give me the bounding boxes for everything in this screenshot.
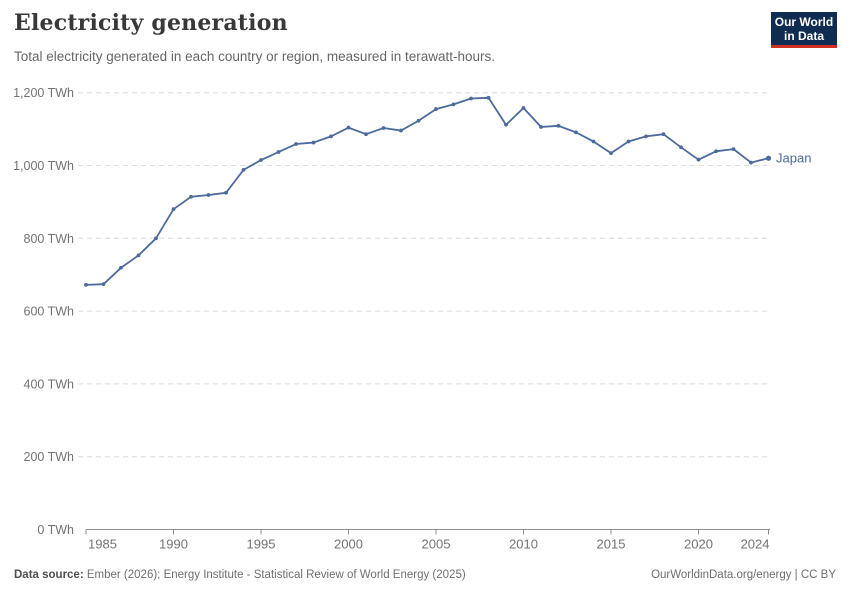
x-axis-tick-label: 1985 (88, 537, 117, 552)
data-point[interactable] (364, 132, 368, 137)
data-point[interactable] (119, 265, 123, 270)
data-point[interactable] (644, 134, 648, 139)
chart-footer: Data source: Ember (2026); Energy Instit… (0, 569, 850, 581)
data-point[interactable] (504, 122, 508, 127)
data-point[interactable] (189, 194, 193, 199)
page-subtitle: Total electricity generated in each coun… (14, 49, 495, 64)
data-source-label: Data source: (14, 569, 84, 581)
page-title: Electricity generation (14, 10, 288, 36)
data-point[interactable] (84, 282, 88, 287)
data-point[interactable] (749, 160, 753, 165)
data-point[interactable] (521, 106, 526, 110)
series-end-label[interactable]: Japan (776, 151, 811, 166)
y-axis-tick-label: 1,000 TWh (13, 159, 74, 173)
data-point[interactable] (329, 134, 333, 139)
owid-logo[interactable]: Our World in Data (771, 12, 837, 48)
data-point[interactable] (609, 151, 613, 156)
data-point[interactable] (765, 155, 772, 161)
data-point[interactable] (539, 125, 543, 129)
data-source-text: Data source: Ember (2026); Energy Instit… (14, 569, 466, 581)
data-point[interactable] (381, 126, 386, 130)
x-axis-tick-label: 1990 (159, 537, 188, 552)
y-axis-tick-label: 200 TWh (24, 450, 75, 464)
data-point[interactable] (259, 158, 263, 162)
y-axis-tick-label: 800 TWh (24, 232, 75, 246)
data-point[interactable] (556, 123, 561, 128)
data-point[interactable] (434, 107, 438, 111)
data-point[interactable] (574, 130, 578, 135)
data-point[interactable] (171, 207, 176, 212)
owid-logo-line2: in Data (783, 28, 824, 43)
data-point[interactable] (714, 149, 718, 154)
x-axis-tick-label: 2005 (422, 537, 451, 552)
x-axis-tick-label: 2015 (597, 537, 626, 552)
data-point[interactable] (626, 139, 631, 144)
owid-url-license[interactable]: OurWorldinData.org/energy | CC BY (651, 569, 836, 581)
y-axis-tick-label: 400 TWh (24, 377, 75, 391)
data-point[interactable] (136, 253, 141, 258)
data-point[interactable] (154, 236, 158, 241)
data-point[interactable] (469, 96, 473, 101)
data-point[interactable] (241, 167, 246, 172)
owid-logo-line1: Our World (774, 14, 834, 29)
y-axis-tick-label: 0 TWh (37, 523, 74, 537)
data-point[interactable] (731, 147, 736, 152)
data-point[interactable] (294, 142, 298, 146)
data-point[interactable] (346, 125, 351, 130)
data-point[interactable] (696, 157, 701, 162)
x-axis-tick-label: 2010 (509, 537, 538, 552)
data-point[interactable] (206, 193, 211, 197)
y-axis-tick-label: 600 TWh (24, 305, 75, 319)
data-point[interactable] (451, 102, 456, 107)
data-point[interactable] (224, 190, 228, 195)
data-point[interactable] (591, 139, 596, 144)
data-point[interactable] (679, 145, 683, 150)
y-axis-tick-label: 1,200 TWh (13, 86, 74, 100)
data-point[interactable] (276, 150, 281, 154)
x-axis-tick-label: 2024 (741, 537, 770, 552)
x-axis-tick-label: 1995 (247, 537, 276, 552)
data-point[interactable] (101, 282, 106, 287)
x-axis-tick-label: 2000 (334, 537, 363, 552)
data-point[interactable] (661, 132, 666, 137)
data-point[interactable] (399, 128, 403, 133)
data-point[interactable] (486, 95, 491, 100)
x-axis-tick-label: 2020 (684, 537, 713, 552)
series-line-japan[interactable] (85, 96, 770, 286)
data-point[interactable] (416, 118, 421, 123)
data-point[interactable] (311, 140, 316, 145)
